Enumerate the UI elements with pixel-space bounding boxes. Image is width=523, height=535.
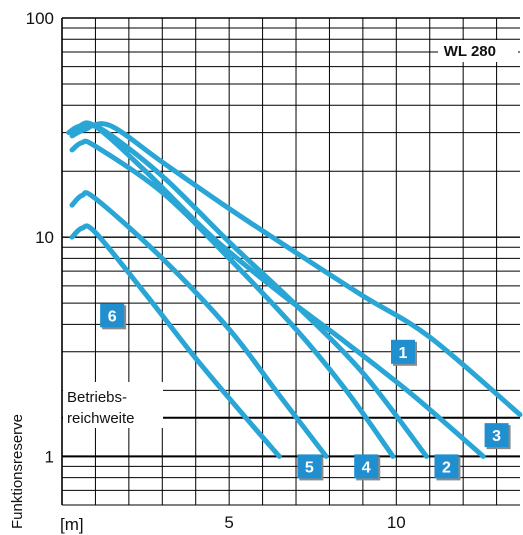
badge-box — [484, 423, 509, 448]
badge-box — [100, 303, 125, 328]
series-badge-2: 2 — [434, 454, 461, 481]
series-badge-4: 4 — [354, 454, 381, 481]
badge-label: 1 — [399, 345, 408, 362]
series-badge-6: 6 — [100, 303, 127, 330]
x-unit-label: [m] — [60, 515, 84, 534]
badge-group: 1 2 3 4 5 6 — [100, 303, 511, 481]
y-tick-label: 10 — [35, 228, 54, 247]
badge-box — [297, 454, 322, 479]
badge-box — [354, 454, 379, 479]
badge-label: 6 — [108, 308, 117, 325]
annotation-line-2: reichweite — [67, 410, 135, 427]
badge-label: 3 — [492, 428, 501, 445]
y-tick-label: 100 — [26, 9, 54, 28]
badge-box — [390, 339, 415, 364]
series-badge-5: 5 — [297, 454, 324, 481]
series-line-2 — [69, 123, 429, 459]
model-label-bg — [438, 40, 518, 62]
series-line-1 — [69, 121, 523, 418]
series-line-4 — [69, 138, 396, 459]
label-group: 1 10 100 5 10 [m] Funktionsreserve WL 280 Betrie… — [9, 9, 518, 534]
series-line-6 — [69, 223, 282, 459]
series-badge-3: 3 — [484, 423, 511, 450]
badge-label: 4 — [362, 459, 371, 476]
model-label: WL 280 — [444, 43, 496, 60]
y-tick-label: 1 — [45, 447, 54, 466]
y-axis-label: Funktionsreserve — [9, 414, 26, 529]
badge-label: 5 — [305, 459, 314, 476]
series-badge-1: 1 — [390, 339, 417, 366]
grid — [61, 17, 520, 506]
series-group — [66, 120, 523, 459]
annotation-bg — [63, 382, 163, 428]
series-line-3 — [66, 120, 486, 459]
badge-label: 2 — [442, 459, 451, 476]
annotation-line-1: Betriebs- — [67, 389, 127, 406]
x-tick-label: 5 — [224, 513, 233, 532]
x-tick-label: 10 — [387, 513, 406, 532]
series-line-5 — [69, 190, 329, 459]
badge-box — [434, 454, 459, 479]
